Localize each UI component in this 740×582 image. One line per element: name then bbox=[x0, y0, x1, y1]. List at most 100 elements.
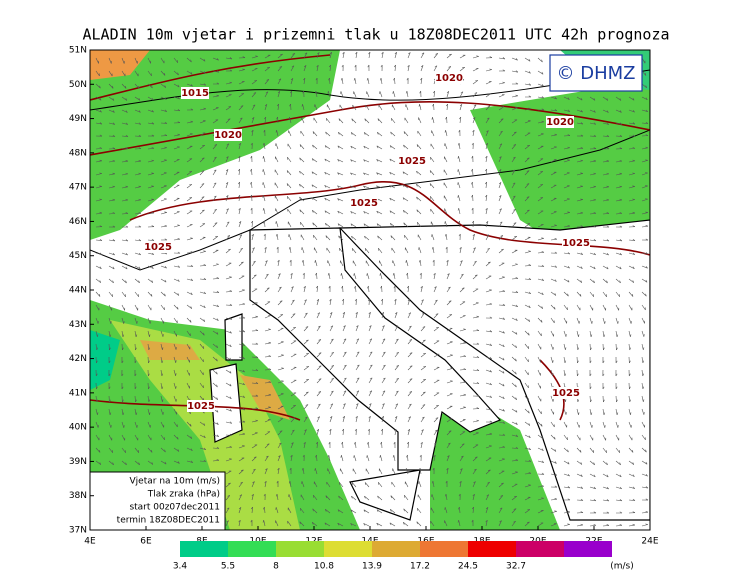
wind-arrow-head bbox=[619, 122, 623, 125]
wind-arrow bbox=[524, 223, 531, 228]
wind-arrow-head bbox=[541, 306, 544, 309]
wind-arrow-head bbox=[229, 421, 233, 424]
wind-arrow bbox=[602, 96, 609, 101]
wind-arrow bbox=[459, 104, 463, 111]
wind-arrow bbox=[313, 117, 318, 124]
wind-arrow-head bbox=[541, 278, 544, 281]
wind-arrow-head bbox=[305, 391, 309, 393]
wind-arrow-head bbox=[589, 360, 592, 364]
wind-arrow bbox=[108, 460, 114, 466]
wind-arrow bbox=[186, 158, 193, 163]
wind-arrow-head bbox=[240, 469, 244, 471]
wind-arrow bbox=[238, 221, 242, 228]
wind-arrow-head bbox=[422, 312, 425, 315]
lat-label: 40N bbox=[69, 423, 87, 433]
wind-arrow-head bbox=[459, 104, 463, 107]
wind-arrow-head bbox=[291, 442, 294, 445]
wind-arrow-head bbox=[226, 156, 229, 159]
wind-arrow-head bbox=[528, 71, 531, 74]
wind-arrow bbox=[275, 143, 279, 150]
wind-arrow bbox=[550, 511, 557, 514]
wind-arrow-head bbox=[580, 172, 583, 174]
wind-arrow-head bbox=[121, 360, 124, 364]
wind-arrow bbox=[615, 434, 620, 441]
wind-arrow bbox=[433, 53, 439, 59]
wind-arrow bbox=[350, 223, 357, 228]
wind-arrow bbox=[95, 57, 99, 64]
wind-arrow bbox=[108, 213, 115, 215]
wind-arrow-head bbox=[418, 467, 421, 471]
wind-arrow bbox=[238, 494, 243, 501]
wind-arrow-head bbox=[190, 237, 193, 239]
wind-arrow bbox=[628, 199, 635, 202]
wind-arrow-head bbox=[463, 406, 466, 408]
wind-arrow bbox=[576, 447, 582, 453]
wind-arrow bbox=[457, 182, 461, 189]
wind-arrow bbox=[238, 356, 245, 360]
wind-arrow bbox=[379, 260, 383, 267]
wind-arrow-head bbox=[216, 345, 218, 348]
wind-arrow-head bbox=[487, 469, 491, 471]
wind-arrow-head bbox=[629, 347, 631, 351]
wind-arrow bbox=[199, 434, 206, 438]
wind-arrow bbox=[641, 109, 648, 112]
wind-arrow bbox=[134, 57, 138, 64]
wind-arrow bbox=[459, 287, 465, 293]
wind-arrow-head bbox=[177, 449, 180, 452]
wind-arrow bbox=[134, 252, 141, 256]
wind-arrow bbox=[459, 220, 461, 228]
wind-arrow bbox=[327, 468, 331, 475]
wind-arrow-head bbox=[645, 449, 647, 453]
wind-arrow bbox=[537, 356, 541, 363]
wind-arrow bbox=[641, 147, 648, 150]
wind-arrow-head bbox=[593, 212, 597, 214]
colorbar-swatch bbox=[180, 541, 228, 557]
wind-arrow bbox=[459, 342, 466, 345]
wind-arrow bbox=[563, 252, 570, 255]
wind-arrow bbox=[290, 273, 293, 280]
wind-arrow-head bbox=[376, 159, 379, 162]
wind-arrow-head bbox=[325, 509, 327, 512]
wind-arrow bbox=[199, 83, 206, 86]
wind-arrow bbox=[589, 486, 596, 490]
wind-arrow bbox=[199, 170, 205, 176]
wind-arrow bbox=[485, 482, 490, 488]
wind-arrow bbox=[299, 170, 305, 176]
wind-arrow bbox=[312, 131, 318, 137]
wind-arrow-head bbox=[164, 293, 166, 297]
wind-arrow bbox=[199, 70, 206, 74]
wind-arrow-head bbox=[161, 373, 164, 377]
wind-arrow-head bbox=[422, 391, 426, 393]
wind-arrow-head bbox=[487, 481, 490, 484]
wind-arrow-head bbox=[164, 238, 168, 241]
wind-arrow bbox=[416, 209, 422, 215]
wind-arrow-head bbox=[403, 222, 405, 226]
wind-arrow bbox=[485, 494, 490, 501]
wind-arrow bbox=[108, 186, 115, 189]
wind-arrow bbox=[134, 291, 139, 297]
wind-arrow-head bbox=[389, 158, 392, 162]
wind-arrow-head bbox=[434, 65, 438, 68]
wind-arrow-head bbox=[485, 194, 488, 198]
wind-arrow-head bbox=[602, 386, 605, 390]
wind-arrow bbox=[433, 340, 440, 345]
wind-arrow bbox=[199, 209, 205, 215]
wind-arrow-head bbox=[213, 169, 217, 172]
wind-arrow-head bbox=[164, 109, 168, 112]
wind-arrow bbox=[225, 395, 232, 400]
wind-arrow bbox=[329, 312, 333, 319]
wind-arrow bbox=[251, 382, 258, 384]
wind-arrow-head bbox=[502, 383, 505, 387]
wind-arrow-head bbox=[318, 391, 321, 393]
wind-arrow-head bbox=[619, 172, 622, 175]
wind-arrow-head bbox=[459, 480, 462, 484]
wind-arrow-head bbox=[134, 373, 137, 377]
wind-arrow bbox=[186, 278, 193, 281]
wind-arrow bbox=[550, 330, 554, 337]
wind-arrow-head bbox=[363, 159, 366, 162]
wind-arrow bbox=[472, 130, 475, 137]
wind-arrow-head bbox=[253, 260, 256, 263]
wind-arrow bbox=[368, 298, 370, 306]
wind-arrow bbox=[459, 394, 466, 397]
wind-arrow bbox=[589, 252, 596, 256]
